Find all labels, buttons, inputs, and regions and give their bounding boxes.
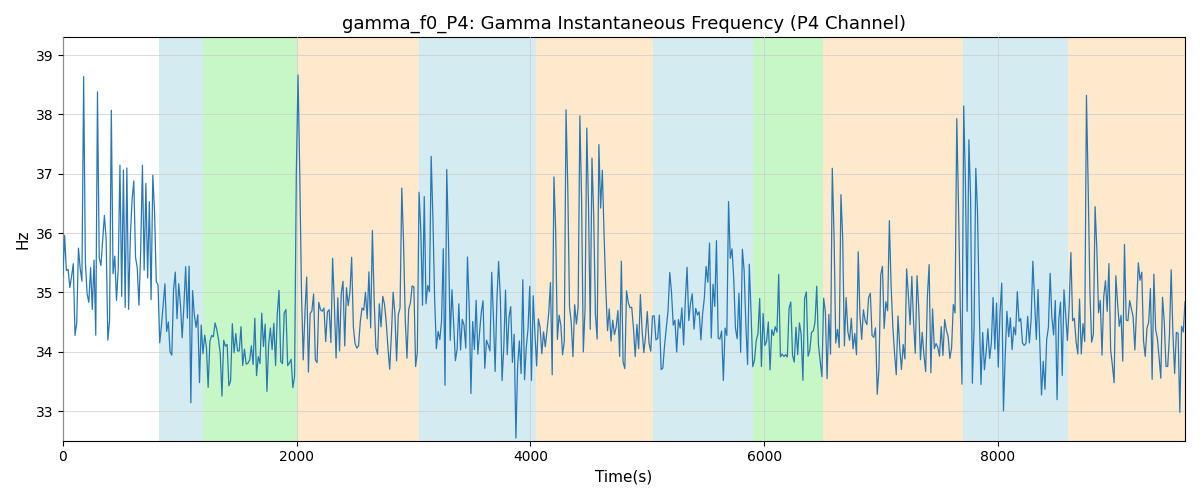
Bar <box>1068 38 1186 440</box>
Bar <box>203 38 296 440</box>
Bar <box>296 38 420 440</box>
Bar <box>420 38 484 440</box>
Bar <box>706 38 734 440</box>
Bar <box>752 38 823 440</box>
Bar <box>536 38 653 440</box>
Y-axis label: Hz: Hz <box>16 230 30 249</box>
Bar <box>484 38 536 440</box>
Title: gamma_f0_P4: Gamma Instantaneous Frequency (P4 Channel): gamma_f0_P4: Gamma Instantaneous Frequen… <box>342 15 906 34</box>
Bar <box>734 38 752 440</box>
Bar <box>653 38 706 440</box>
Bar <box>962 38 1068 440</box>
X-axis label: Time(s): Time(s) <box>595 470 653 485</box>
Bar <box>823 38 962 440</box>
Bar <box>158 38 203 440</box>
